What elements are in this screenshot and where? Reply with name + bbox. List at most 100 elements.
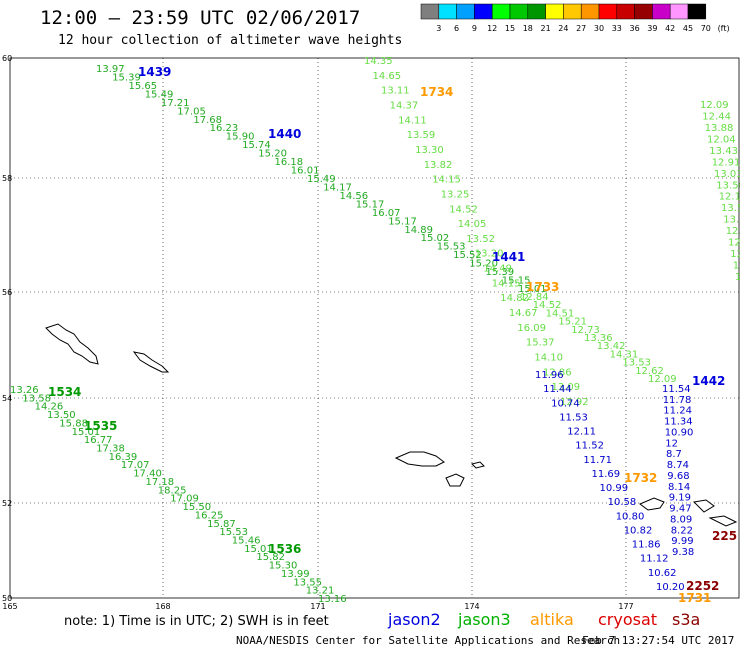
map-frame (9, 57, 740, 599)
wave-height-reading: 14.11 (398, 115, 427, 126)
note-text: note: 1) Time is in UTC; 2) SWH is in fe… (64, 614, 329, 629)
wave-height-reading: 11.96 (535, 370, 564, 381)
wave-height-reading: 13.36 (584, 333, 613, 344)
wave-height-reading: 13.16 (318, 594, 347, 605)
wave-height-reading: 13.59 (407, 130, 436, 141)
colorbar-swatch (669, 3, 689, 20)
wave-height-reading: 8.09 (670, 514, 692, 525)
wave-height-reading: 12 (730, 249, 740, 260)
wave-height-reading: 13.88 (705, 123, 734, 134)
wave-height-reading: 9.99 (671, 536, 693, 547)
wave-height-reading: 15.37 (526, 338, 555, 349)
colorbar-swatch (509, 3, 529, 20)
wave-height-reading: 13. (723, 215, 739, 226)
wave-height-reading: 14.37 (390, 101, 419, 112)
wave-height-reading: 12 (733, 261, 740, 272)
wave-height-reading: 12.86 (543, 367, 572, 378)
island-aleutian-3 (471, 461, 485, 469)
wave-height-reading: 13.11 (381, 86, 410, 97)
colorbar-label: 18 (523, 24, 533, 33)
wave-height-reading: 17.09 (170, 494, 199, 505)
wave-height-reading: 12.09 (648, 374, 677, 385)
wave-height-reading: 13.42 (597, 341, 626, 352)
pass-id-label: 2252 (686, 579, 719, 593)
colorbar-swatch (545, 3, 564, 20)
wave-height-reading: 13.97 (96, 64, 125, 75)
wave-height-reading: 12.09 (700, 100, 729, 111)
wave-height-reading: 14.52 (449, 204, 478, 215)
pass-id-label: 1731 (678, 591, 711, 605)
longitude-label: 171 (310, 602, 325, 611)
colorbar-label: 12 (487, 24, 497, 33)
wave-height-reading: 9.47 (669, 504, 691, 515)
wave-height-reading: 9.68 (667, 471, 689, 482)
wave-height-reading: 18.25 (158, 485, 187, 496)
latitude-label: 52 (2, 499, 12, 508)
wave-height-reading: 14.15 (492, 278, 521, 289)
wave-height-reading: 15.01 (518, 284, 547, 295)
wave-height-reading: 13.99 (281, 569, 310, 580)
wave-height-reading: 15.82 (256, 552, 285, 563)
wave-height-reading: 11.34 (664, 417, 693, 428)
colorbar-label: 70 (701, 24, 711, 33)
wave-height-reading: 12 (735, 272, 740, 283)
wave-height-reading: 16.09 (517, 323, 546, 334)
wave-height-reading: 12.11 (567, 427, 596, 438)
island-aleutian-4 (639, 497, 665, 511)
wave-height-reading: 16.25 (195, 510, 224, 521)
island-pribilof (45, 323, 99, 365)
wave-height-reading: 15.01 (72, 427, 101, 438)
wave-height-reading: 8.22 (671, 525, 693, 536)
wave-height-reading: 13.50 (716, 180, 740, 191)
wave-height-reading: 14.17 (323, 183, 352, 194)
legend-altika: altika (530, 610, 574, 629)
pass-id-label: 1733 (526, 280, 559, 294)
longitude-label: 174 (464, 602, 479, 611)
wave-height-reading: 13.25 (441, 189, 470, 200)
footer-timestamp: Feb 7 13:27:54 UTC 2017 (582, 634, 734, 647)
wave-height-reading: 15.15 (502, 276, 531, 287)
wave-height-reading: 14.15 (432, 175, 461, 186)
wave-height-reading: 9.38 (672, 547, 694, 558)
wave-height-reading: 13.50 (47, 410, 76, 421)
wave-height-reading: 14.05 (458, 219, 487, 230)
wave-height-reading: 12.73 (571, 325, 600, 336)
wave-height-reading: 11.44 (543, 384, 572, 395)
colorbar-swatch (420, 3, 440, 20)
wave-height-reading: 15.52 (453, 250, 482, 261)
wave-height-reading: 11.24 (663, 406, 692, 417)
colorbar-swatch (687, 3, 707, 20)
wave-height-reading: 17.07 (121, 460, 150, 471)
colorbar-label: 42 (665, 24, 675, 33)
colorbar-swatch (474, 3, 493, 20)
wave-height-reading: 15.39 (486, 267, 515, 278)
legend-jason3: jason3 (457, 610, 511, 629)
wave-height-reading: 12.1 (719, 192, 740, 203)
wave-height-reading: 13.30 (415, 145, 444, 156)
wave-height-reading: 16.07 (372, 208, 401, 219)
wave-height-reading: 9.19 (669, 493, 691, 504)
island-small-1 (132, 351, 170, 373)
island-aleutian-2 (445, 473, 465, 487)
wave-height-reading: 13.53 (622, 358, 651, 369)
colorbar-swatch (438, 3, 457, 20)
pass-id-label: 1734 (420, 85, 453, 99)
wave-height-reading: 11.54 (662, 384, 691, 395)
wave-height-reading: 17.68 (193, 115, 222, 126)
wave-height-reading: 14.82 (500, 293, 529, 304)
wave-height-reading: 12.84 (520, 292, 549, 303)
pass-labels: 1439 1440 1734 1441 1733 1534 1535 1536 1442 1732… (48, 65, 737, 605)
wave-height-reading: 14.65 (373, 71, 402, 82)
wave-height-reading: 17.40 (133, 469, 162, 480)
colorbar-label: 33 (612, 24, 622, 33)
longitude-label: 177 (618, 602, 633, 611)
wave-height-reading: 11.71 (583, 455, 612, 466)
latitude-label: 50 (2, 594, 12, 603)
wave-height-reading: 17.18 (146, 477, 175, 488)
pass-id-label: 1441 (492, 250, 525, 264)
pass-id-label: 1442 (692, 374, 725, 388)
map-subtitle: 12 hour collection of altimeter wave hei… (58, 33, 402, 48)
colorbar-swatch (652, 3, 671, 20)
map-title: 12:00 — 23:59 UTC 02/06/2017 (40, 7, 360, 29)
